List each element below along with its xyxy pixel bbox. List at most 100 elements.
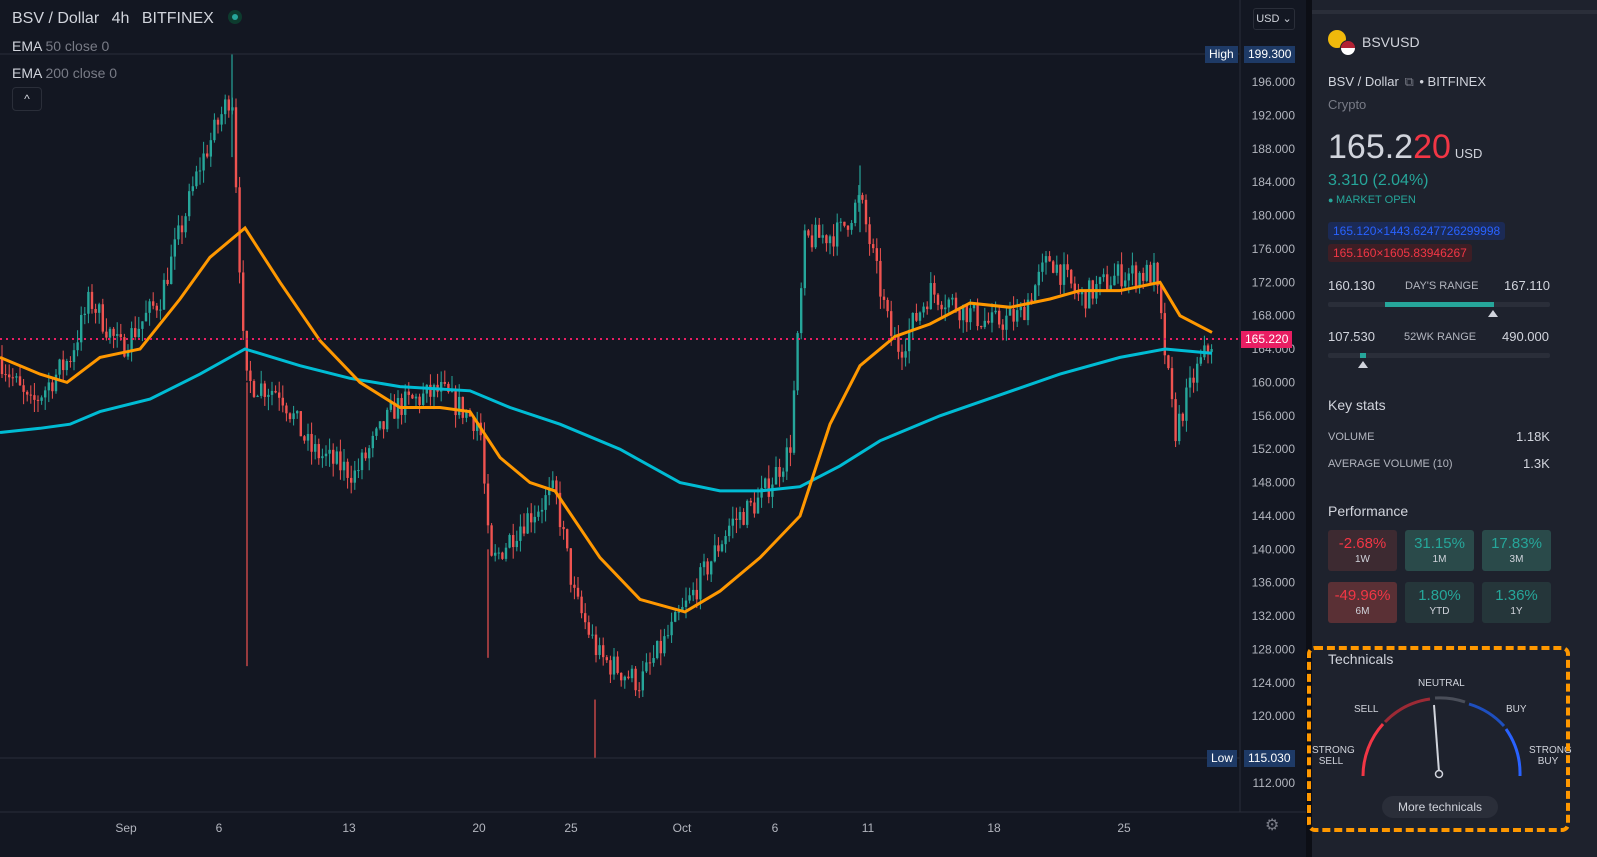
- candle-body: [998, 310, 1001, 325]
- ema200-legend[interactable]: EMA 200 close 0: [12, 65, 117, 81]
- candle-body: [731, 518, 734, 526]
- price-tick-label: 188.000: [1252, 142, 1296, 156]
- candle-body: [612, 656, 616, 675]
- perf-1w[interactable]: -2.68% 1W: [1328, 530, 1397, 571]
- interval-label[interactable]: 4h: [111, 10, 130, 27]
- symbol-name[interactable]: BSV / Dollar: [12, 10, 100, 27]
- gauge-strong-buy-line2: BUY: [1537, 756, 1559, 767]
- candle-body: [1048, 256, 1051, 262]
- candle-body: [36, 399, 40, 401]
- candle-body: [875, 248, 878, 261]
- perf-1m[interactable]: 31.15% 1M: [1405, 530, 1474, 571]
- candle-body: [1001, 324, 1004, 330]
- candle-body: [159, 309, 162, 311]
- candle-body: [882, 296, 886, 300]
- candle-body: [1142, 272, 1145, 281]
- candle-body: [1196, 363, 1199, 383]
- key-stats-title[interactable]: Key stats: [1328, 397, 1386, 413]
- candle-body: [15, 376, 18, 378]
- candle-body: [828, 236, 832, 244]
- candle-body: [598, 645, 601, 656]
- candle-body: [324, 453, 328, 457]
- exchange-text: • BITFINEX: [1419, 74, 1487, 89]
- candle-body: [1174, 399, 1177, 442]
- candle-body: [209, 140, 212, 157]
- perf-value: -2.68%: [1338, 535, 1387, 552]
- ema50-title[interactable]: EMA: [12, 38, 42, 54]
- price-tick-label: 124.000: [1252, 676, 1296, 690]
- gear-icon[interactable]: ⚙: [1265, 817, 1280, 834]
- candle-body: [368, 448, 371, 459]
- candle-body: [933, 283, 936, 295]
- external-link-icon[interactable]: ⧉: [1404, 74, 1414, 89]
- time-tick-label: 6: [772, 821, 779, 835]
- price-tick-label: 120.000: [1252, 709, 1296, 723]
- perf-6m[interactable]: -49.96% 6M: [1328, 582, 1397, 623]
- candle-body: [746, 500, 749, 525]
- candle-body: [90, 291, 94, 309]
- candle-body: [346, 461, 349, 478]
- days-range-low: 160.130: [1328, 278, 1375, 293]
- candle-body: [360, 452, 364, 471]
- candle-body: [378, 421, 382, 429]
- candle-body: [497, 552, 500, 554]
- candle-body: [224, 99, 227, 115]
- perf-value: 17.83%: [1491, 535, 1542, 552]
- volume-value: 1.18K: [1516, 429, 1550, 444]
- currency-selector[interactable]: USD ⌄: [1253, 8, 1295, 30]
- ema200-title[interactable]: EMA: [12, 65, 42, 81]
- candle-body: [206, 153, 209, 157]
- candle-body: [1080, 291, 1084, 295]
- technicals-title[interactable]: Technicals: [1328, 651, 1394, 667]
- candle-body: [533, 516, 536, 523]
- perf-ytd[interactable]: 1.80% YTD: [1405, 582, 1474, 623]
- candle-body: [65, 361, 68, 371]
- description-text[interactable]: BSV / Dollar: [1328, 74, 1399, 89]
- candle-body: [814, 224, 817, 248]
- price-tick-label: 184.000: [1252, 175, 1296, 189]
- candle-body: [238, 187, 241, 273]
- candle-body: [443, 381, 446, 384]
- perf-1y[interactable]: 1.36% 1Y: [1482, 582, 1551, 623]
- collapse-legend-button[interactable]: ^: [12, 87, 42, 111]
- candle-body: [411, 394, 414, 399]
- candle-body: [864, 199, 868, 225]
- candle-body: [800, 288, 803, 334]
- candle-body: [983, 320, 986, 328]
- candle-body: [584, 613, 587, 623]
- ema50-legend[interactable]: EMA 50 close 0: [12, 38, 109, 54]
- candle-body: [162, 279, 166, 310]
- candle-body: [1138, 272, 1141, 286]
- candle-body: [846, 225, 850, 230]
- panel-divider[interactable]: [1306, 0, 1312, 857]
- candle-body: [249, 370, 252, 382]
- perf-3m[interactable]: 17.83% 3M: [1482, 530, 1551, 571]
- candle-body: [872, 244, 875, 249]
- candle-body: [40, 397, 43, 401]
- more-technicals-button[interactable]: More technicals: [1382, 796, 1498, 818]
- candle-body: [767, 478, 770, 497]
- symbol-legend[interactable]: BSV / Dollar 4h BITFINEX: [12, 10, 243, 28]
- candle-body: [551, 480, 554, 488]
- candle-body: [1156, 262, 1159, 286]
- candle-body: [155, 305, 158, 311]
- chart-pane[interactable]: 196.000 192.000 188.000 184.000 180.000 176.0…: [0, 0, 1306, 857]
- price-tick-label: 144.000: [1252, 509, 1296, 523]
- candle-body: [789, 447, 792, 453]
- candle-body: [144, 312, 148, 322]
- ticker-name[interactable]: BSVUSD: [1362, 34, 1420, 50]
- performance-title[interactable]: Performance: [1328, 503, 1409, 519]
- candle-body: [994, 310, 997, 313]
- currency-label: USD: [1256, 13, 1280, 25]
- candle-body: [749, 500, 752, 503]
- candle-body: [724, 536, 727, 545]
- candle-body: [476, 422, 479, 431]
- candle-body: [512, 535, 515, 548]
- price-chart[interactable]: 196.000 192.000 188.000 184.000 180.000 176.0…: [0, 0, 1306, 857]
- candle-body: [1026, 299, 1030, 321]
- candle-body: [1109, 285, 1112, 290]
- candle-body: [87, 291, 90, 314]
- candle-body: [299, 411, 302, 437]
- perf-period: 1M: [1432, 554, 1447, 565]
- candle-body: [1124, 280, 1127, 287]
